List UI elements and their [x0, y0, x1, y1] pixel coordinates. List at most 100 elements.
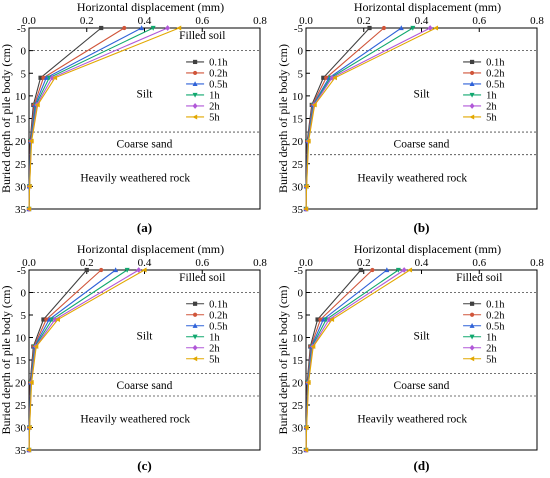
data-point [26, 447, 32, 453]
legend-entry-label: 5h [209, 112, 220, 123]
data-point [52, 75, 58, 81]
y-tick-label: 20 [15, 378, 27, 390]
y-tick-label: 0 [298, 288, 304, 300]
data-point [315, 317, 320, 322]
data-point [321, 75, 326, 80]
legend-marker-2h [469, 103, 475, 109]
data-point [384, 267, 390, 273]
panel-label: (c) [137, 458, 151, 473]
y-tick-label: 5 [298, 68, 304, 80]
x-tick-label: 0.6 [472, 257, 486, 269]
legend-entry-label: 0.5h [486, 321, 505, 332]
legend-marker-2h [469, 344, 475, 351]
y-tick-label: 30 [292, 181, 304, 193]
y-tick-label: 5 [21, 310, 27, 322]
data-point [310, 344, 316, 349]
data-point [407, 267, 413, 273]
soil-layer-label: Filled soil [456, 272, 502, 284]
y-tick-label: -5 [294, 265, 304, 277]
legend-marker-0.2h [192, 312, 198, 317]
y-tick-label: 15 [15, 355, 27, 367]
data-point [28, 380, 34, 385]
data-point [124, 267, 130, 273]
x-tick-label: 0.6 [472, 15, 486, 27]
data-point [303, 183, 309, 189]
legend-entry-label: 1h [209, 332, 220, 343]
y-tick-label: 15 [292, 114, 304, 126]
legend-marker-5h [192, 114, 198, 120]
x-axis-title: Horizontal displacement (mm) [77, 0, 224, 14]
x-tick-label: 0.8 [530, 257, 544, 269]
x-tick-label: 0.0 [22, 257, 36, 269]
data-point [141, 267, 147, 273]
data-point [99, 25, 104, 31]
data-point [49, 74, 55, 81]
data-point [26, 183, 32, 189]
data-point [176, 25, 182, 31]
data-point [46, 316, 52, 322]
data-point [381, 25, 387, 31]
legend-marker-0.5h [192, 81, 198, 87]
legend-marker-0.5h [469, 81, 475, 87]
data-point [303, 425, 309, 430]
series-line-5h [28, 269, 145, 451]
legend-marker-0.1h [469, 59, 475, 65]
legend-marker-5h [192, 356, 198, 362]
data-point [165, 25, 171, 31]
legend-marker-2h [192, 103, 198, 109]
y-tick-label: 25 [15, 400, 27, 412]
data-point [320, 316, 326, 322]
x-tick-label: 0.4 [138, 257, 152, 269]
y-tick-label: 20 [15, 136, 27, 148]
y-tick-label: -5 [294, 23, 304, 35]
legend-entry-label: 1h [209, 90, 220, 101]
x-tick-label: 0.0 [299, 15, 313, 27]
legend-marker-5h [469, 114, 475, 120]
x-tick-label: 0.8 [253, 15, 267, 27]
panel-label: (b) [414, 220, 430, 235]
data-point [34, 102, 40, 108]
data-point [395, 267, 401, 273]
soil-layer-label: Silt [137, 89, 154, 101]
y-axis-title: Buried depth of pile body (cm) [276, 44, 290, 193]
data-point [433, 25, 439, 31]
x-tick-label: 0.4 [138, 15, 152, 27]
y-tick-label: 25 [292, 400, 304, 412]
y-tick-label: 20 [292, 378, 304, 390]
soil-layer-label: Coarse sand [394, 138, 450, 150]
y-tick-label: 35 [15, 445, 27, 457]
x-tick-label: 0.8 [253, 257, 267, 269]
x-tick-label: 0.2 [80, 257, 94, 269]
legend-marker-2h [192, 344, 198, 351]
y-tick-label: 10 [292, 333, 304, 345]
legend-marker-1h [469, 92, 475, 98]
y-tick-label: 30 [292, 423, 304, 435]
x-tick-label: 0.2 [357, 257, 371, 269]
y-tick-label: 30 [15, 423, 27, 435]
legend-entry-label: 0.2h [486, 310, 505, 321]
data-point [303, 206, 309, 212]
y-tick-label: 15 [292, 355, 304, 367]
data-point [38, 75, 43, 80]
legend-marker-1h [469, 334, 475, 340]
data-point [26, 206, 32, 212]
data-point [41, 317, 46, 322]
data-point [33, 344, 39, 349]
soil-layer-label: Filled soil [179, 30, 225, 42]
legend-entry-label: 0.1h [486, 57, 505, 68]
legend-marker-5h [469, 356, 475, 362]
soil-layer-label: Silt [414, 89, 431, 101]
data-point [332, 75, 337, 81]
legend-entry-label: 1h [486, 90, 497, 101]
legend-entry-label: 5h [486, 354, 497, 365]
data-point [370, 267, 375, 273]
y-tick-label: 35 [292, 445, 304, 457]
legend-entry-label: 0.1h [209, 57, 228, 68]
x-tick-label: 0.2 [357, 15, 371, 27]
x-tick-label: 0.2 [80, 15, 94, 27]
y-tick-label: 10 [15, 333, 27, 345]
legend-marker-1h [192, 334, 198, 340]
x-axis-title: Horizontal displacement (mm) [354, 0, 501, 14]
soil-layer-label: Heavily weathered rock [357, 172, 467, 184]
